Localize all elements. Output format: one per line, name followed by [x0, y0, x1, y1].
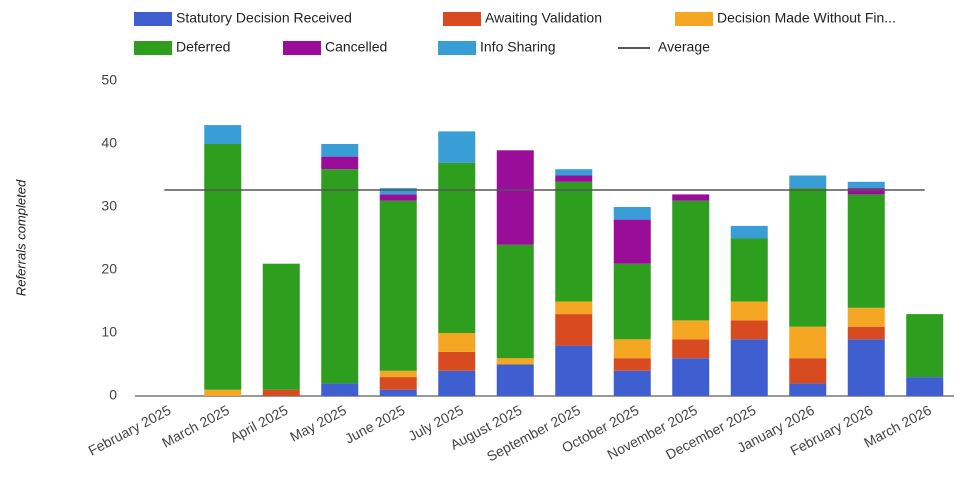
- bar-segment: [730, 225, 768, 239]
- bar-segment: [789, 175, 827, 189]
- bar-segment: [262, 263, 300, 390]
- bar-segment: [613, 263, 651, 340]
- bar-segment: [613, 358, 651, 371]
- bar-segment: [555, 314, 593, 346]
- bar-segment: [906, 377, 944, 396]
- bar-segment: [555, 301, 593, 315]
- bar-segment: [379, 370, 417, 378]
- bar-segment: [847, 181, 885, 189]
- bar-segment: [789, 326, 827, 359]
- bar-segment: [438, 333, 476, 352]
- bar-segment: [672, 358, 710, 396]
- legend-swatch: [443, 12, 481, 26]
- legend-label: Statutory Decision Received: [176, 10, 352, 26]
- bar-segment: [672, 339, 710, 359]
- bar-segment: [847, 307, 885, 327]
- y-tick-label: 50: [101, 72, 117, 88]
- y-axis-label: Referrals completed: [13, 179, 28, 296]
- bar-segment: [730, 339, 768, 396]
- legend-label: Info Sharing: [480, 39, 556, 55]
- legend-swatch: [438, 41, 476, 55]
- bar-segment: [730, 238, 768, 302]
- legend-label: Decision Made Without Fin...: [717, 10, 896, 26]
- legend-label: Cancelled: [325, 39, 387, 55]
- bar-segment: [379, 194, 417, 201]
- legend-swatch: [134, 41, 172, 55]
- y-tick-label: 30: [101, 198, 117, 214]
- x-tick-label: June 2025: [342, 402, 407, 447]
- bar-segment: [789, 188, 827, 327]
- y-tick-label: 10: [101, 324, 117, 340]
- bar-segment: [379, 389, 417, 396]
- bar-segment: [496, 358, 534, 365]
- x-tick-label: March 2025: [159, 402, 232, 451]
- y-tick-label: 0: [109, 387, 117, 403]
- legend-label: Awaiting Validation: [485, 10, 602, 26]
- legend-swatch: [134, 12, 172, 26]
- bar-segment: [730, 301, 768, 321]
- bar-segment: [379, 377, 417, 390]
- legend-label: Average: [658, 39, 710, 55]
- legend-swatch: [675, 12, 713, 26]
- y-tick-label: 20: [101, 261, 117, 277]
- bar-segment: [496, 150, 534, 245]
- legend-swatch: [283, 41, 321, 55]
- bar-segment: [847, 326, 885, 340]
- bar-segment: [321, 169, 359, 384]
- bar-segment: [438, 351, 476, 371]
- bar-segment: [321, 383, 359, 396]
- bar-segment: [438, 131, 476, 163]
- y-tick-label: 40: [101, 135, 117, 151]
- bar-segment: [730, 320, 768, 340]
- bar-segment: [262, 389, 300, 396]
- bar-segment: [847, 339, 885, 396]
- bar-segment: [672, 200, 710, 321]
- bar-segment: [613, 219, 651, 264]
- bar-segment: [555, 175, 593, 182]
- bar-segment: [789, 358, 827, 384]
- bar-segment: [379, 188, 417, 195]
- bar-segment: [438, 370, 476, 396]
- bar-segment: [379, 200, 417, 371]
- bar-segment: [496, 244, 534, 359]
- bar-segment: [496, 364, 534, 396]
- bar-segment: [672, 320, 710, 340]
- legend-label: Deferred: [176, 39, 230, 55]
- bar-segment: [789, 383, 827, 396]
- bar-segment: [613, 370, 651, 396]
- bar-segment: [847, 188, 885, 195]
- bar-segment: [847, 194, 885, 308]
- bar-segment: [204, 144, 242, 390]
- x-tick-label: May 2025: [287, 402, 349, 445]
- x-tick-label: March 2026: [861, 402, 934, 451]
- bar-segment: [321, 156, 359, 170]
- bar-segment: [204, 389, 242, 396]
- bar-segment: [613, 339, 651, 359]
- bar-segment: [555, 181, 593, 302]
- bar-segment: [555, 345, 593, 396]
- bar-segment: [438, 162, 476, 333]
- x-tick-label: April 2025: [227, 402, 290, 446]
- bar-segment: [321, 144, 359, 157]
- bar-segment: [672, 194, 710, 201]
- bar-segment: [555, 169, 593, 176]
- bar-segment: [204, 125, 242, 144]
- bar-segment: [613, 207, 651, 220]
- bar-segment: [906, 314, 944, 378]
- x-tick-label: February 2025: [85, 402, 173, 459]
